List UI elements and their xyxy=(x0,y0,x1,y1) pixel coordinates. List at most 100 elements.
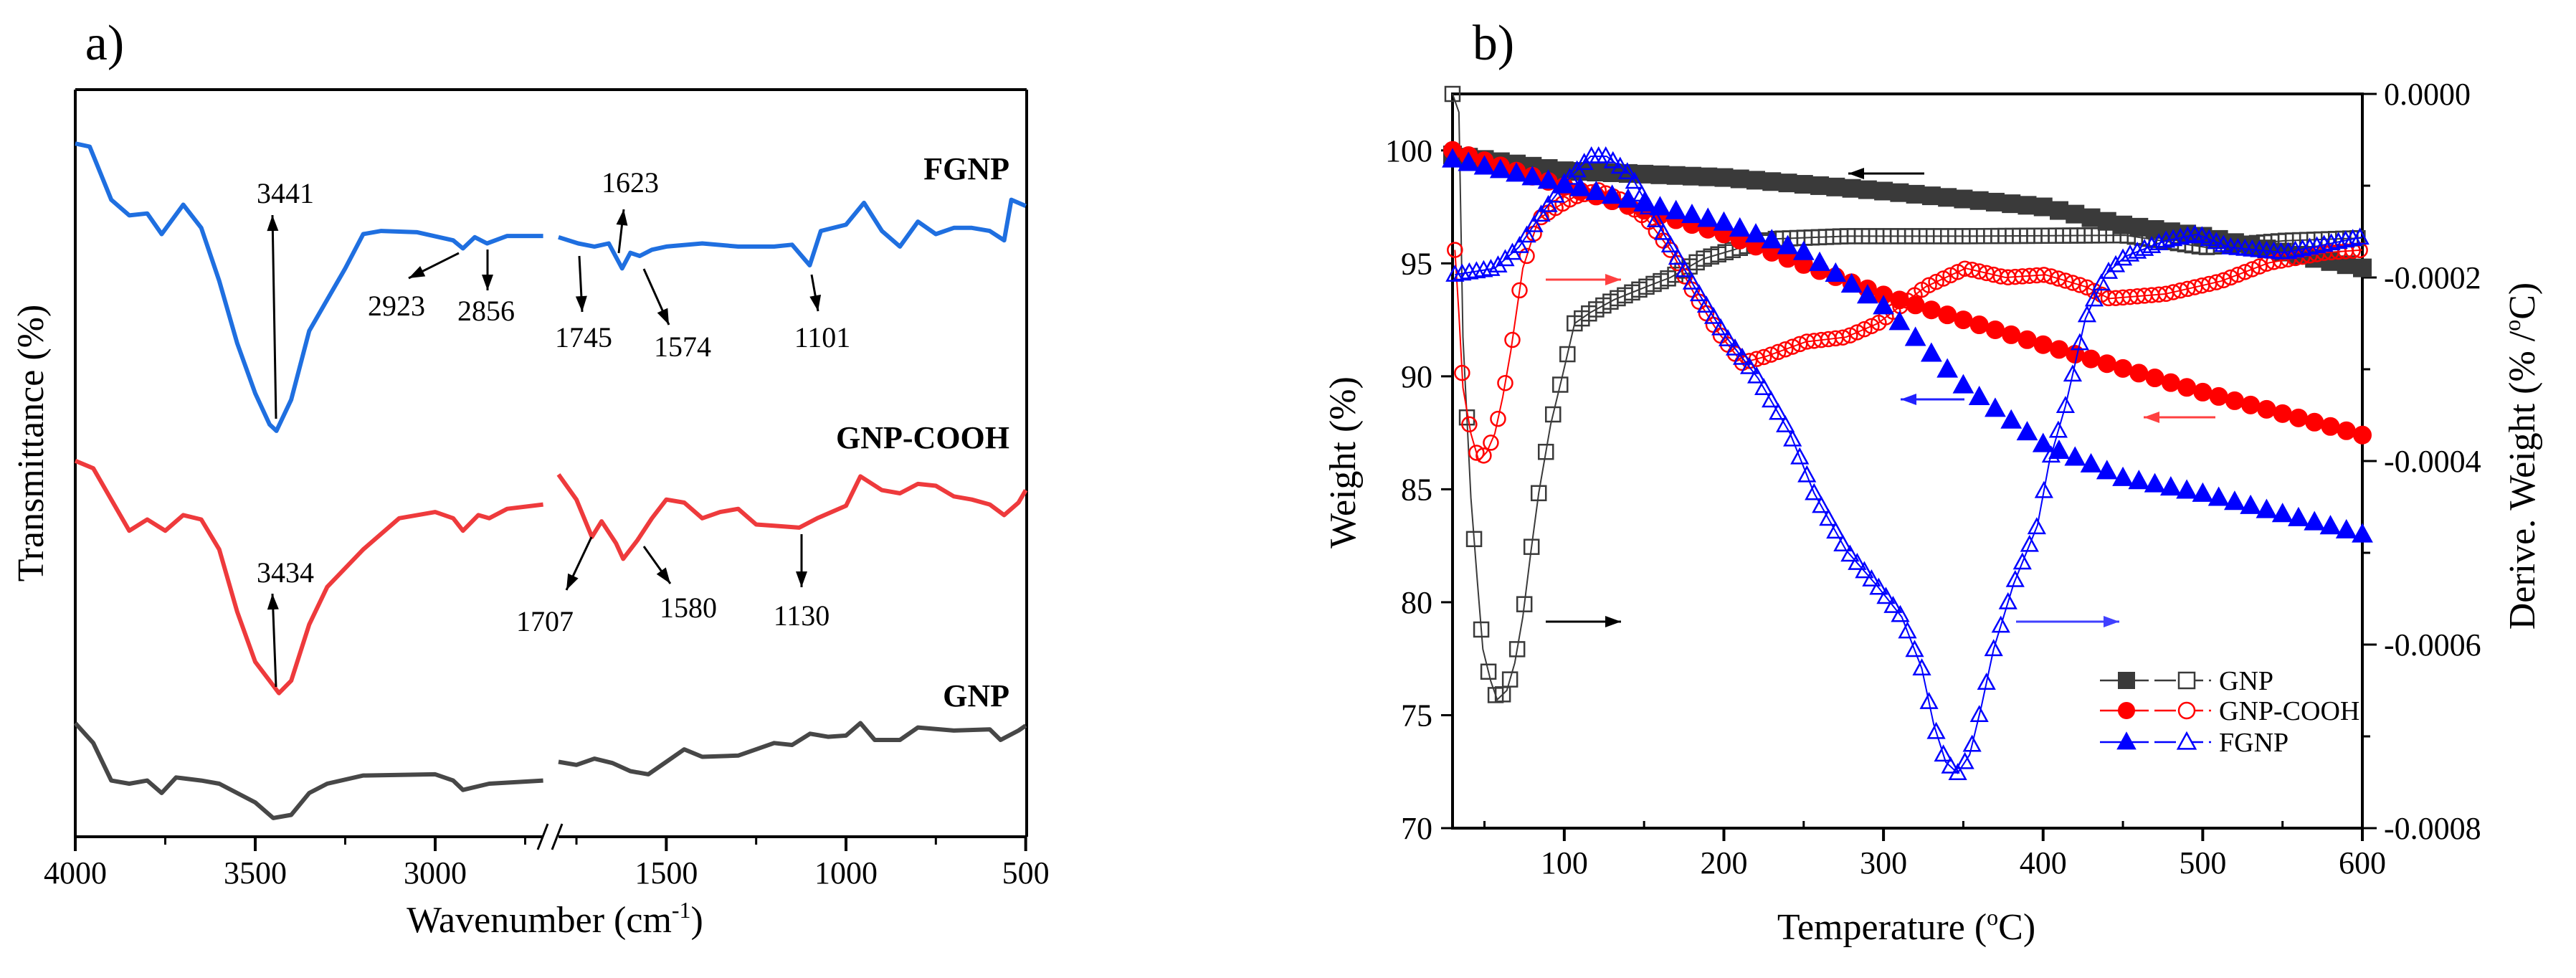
x-tick-label: 400 xyxy=(2020,845,2067,880)
tga-point-fgnp xyxy=(2128,470,2150,490)
tga-point-gnp xyxy=(1969,191,1989,210)
dtg-point-fgnp xyxy=(1718,328,1738,346)
tga-point-gnp-cooh xyxy=(2225,391,2244,410)
spectrum-gnp xyxy=(558,721,1027,777)
dtg-point-gnp-cooh xyxy=(2064,275,2081,291)
tga-point-fgnp xyxy=(1825,262,1847,283)
axis-break-mark xyxy=(551,823,564,850)
tga-point-fgnp xyxy=(1697,207,1719,227)
tga-point-gnp-cooh xyxy=(2257,399,2276,419)
dtg-point-fgnp xyxy=(1984,639,2003,657)
dtg-point-fgnp xyxy=(2084,289,2104,307)
dtg-point-fgnp xyxy=(1675,260,1695,277)
axis-indicator-arrow-head xyxy=(1605,616,1621,627)
dtg-point-fgnp xyxy=(1926,721,1946,739)
peak-label-1623: 1623 xyxy=(602,166,659,199)
dtg-point-gnp-cooh xyxy=(1504,331,1521,348)
tga-point-fgnp xyxy=(1681,204,1703,224)
dtg-point-fgnp xyxy=(1746,366,1767,384)
dtg-point-fgnp xyxy=(2077,305,2097,323)
dtg-point-fgnp xyxy=(1898,621,1917,639)
tga-point-gnp xyxy=(1794,175,1813,194)
y2-axis-title: Derive. Weight (% /oC) xyxy=(2499,283,2543,630)
dtg-point-fgnp xyxy=(1919,692,1939,709)
dtg-point-gnp xyxy=(1494,686,1511,703)
tga-point-gnp xyxy=(2353,258,2372,277)
tga-point-fgnp xyxy=(1585,180,1607,200)
dtg-point-fgnp xyxy=(1689,284,1709,302)
dtg-point-fgnp xyxy=(1948,763,1967,780)
dtg-point-fgnp xyxy=(2321,233,2341,251)
dtg-point-fgnp xyxy=(2314,234,2334,252)
dtg-point-gnp xyxy=(1508,641,1526,657)
dtg-point-gnp xyxy=(1537,443,1554,460)
dtg-point-fgnp xyxy=(2293,239,2312,257)
dtg-point-gnp-cooh xyxy=(1755,348,1772,366)
dtg-point-gnp-cooh xyxy=(1468,445,1485,461)
tga-point-gnp-cooh xyxy=(2033,335,2053,354)
tga-point-fgnp xyxy=(1952,374,1974,394)
tga-point-gnp-cooh xyxy=(2353,425,2372,445)
dtg-point-fgnp xyxy=(1539,194,1558,212)
y-tick-label: 70 xyxy=(1401,811,1432,846)
dtg-point-fgnp xyxy=(1445,265,1465,282)
dtg-point-fgnp xyxy=(1481,259,1501,276)
dtg-point-gnp xyxy=(1501,671,1518,688)
dtg-point-fgnp xyxy=(2034,480,2053,498)
panel-a-label: a) xyxy=(85,16,124,71)
dtg-point-fgnp xyxy=(1848,552,1867,570)
x-tick-label: 3000 xyxy=(404,855,467,891)
dtg-point-gnp-cooh xyxy=(1842,327,1858,344)
dtg-point-fgnp xyxy=(2286,240,2305,258)
tga-point-fgnp xyxy=(1633,191,1655,212)
dtg-point-fgnp xyxy=(2113,248,2133,266)
tga-point-fgnp xyxy=(1489,158,1511,179)
dtg-point-gnp-cooh xyxy=(1490,410,1506,427)
tga-point-gnp xyxy=(1906,184,1925,204)
legend-open-marker xyxy=(2177,671,2196,690)
tga-point-gnp xyxy=(2097,212,2116,231)
dtg-point-fgnp xyxy=(1703,306,1724,324)
tga-point-fgnp xyxy=(1888,310,1911,331)
tga-point-gnp-cooh xyxy=(2017,330,2037,349)
tga-point-gnp-cooh xyxy=(2273,404,2292,423)
tga-point-fgnp xyxy=(1601,184,1623,204)
peak-arrow-head xyxy=(657,308,669,325)
tga-point-gnp xyxy=(1810,176,1830,195)
dtg-point-gnp-cooh xyxy=(1935,270,1952,287)
dtg-point-fgnp xyxy=(2157,230,2176,248)
dtg-point-fgnp xyxy=(1653,222,1673,240)
tga-point-gnp-cooh xyxy=(2002,325,2021,344)
peak-label-1574: 1574 xyxy=(654,331,711,363)
tga-point-gnp-cooh xyxy=(2081,349,2101,369)
legend-filled-marker xyxy=(2118,672,2135,689)
y-tick-label: 95 xyxy=(1401,246,1432,281)
y2-tick-label: -0.0004 xyxy=(2384,444,2481,479)
dtg-point-fgnp xyxy=(1883,596,1903,613)
peak-label-2856: 2856 xyxy=(457,295,515,327)
peak-label-1745: 1745 xyxy=(555,321,612,353)
tga-point-fgnp xyxy=(1921,342,1942,362)
spectrum-fgnp xyxy=(558,197,1027,271)
spectrum-gnp xyxy=(73,721,543,820)
dtg-point-gnp-cooh xyxy=(2050,270,2067,287)
x-tick-label: 600 xyxy=(2339,845,2386,880)
panel-b-label: b) xyxy=(1473,16,1514,71)
dtg-point-fgnp xyxy=(2127,241,2147,259)
dtg-point-fgnp xyxy=(1625,171,1644,189)
peak-label-1101: 1101 xyxy=(794,321,851,353)
tga-point-gnp-cooh xyxy=(2209,386,2228,406)
tga-point-gnp-cooh xyxy=(2337,421,2356,440)
tga-point-gnp-cooh xyxy=(1906,295,1925,315)
peak-arrow-head xyxy=(616,209,628,226)
tga-point-gnp-cooh xyxy=(1890,290,1909,310)
tga-point-fgnp xyxy=(1521,166,1544,186)
dtg-point-fgnp xyxy=(2005,569,2025,587)
dtg-point-fgnp xyxy=(1711,318,1731,336)
dtg-point-gnp-cooh xyxy=(2035,267,2053,283)
dtg-point-fgnp xyxy=(1524,214,1544,232)
tga-point-gnp xyxy=(1762,172,1782,191)
dtg-point-fgnp xyxy=(1617,162,1637,179)
tga-point-gnp xyxy=(1666,166,1686,185)
dtg-point-fgnp xyxy=(2178,226,2197,244)
